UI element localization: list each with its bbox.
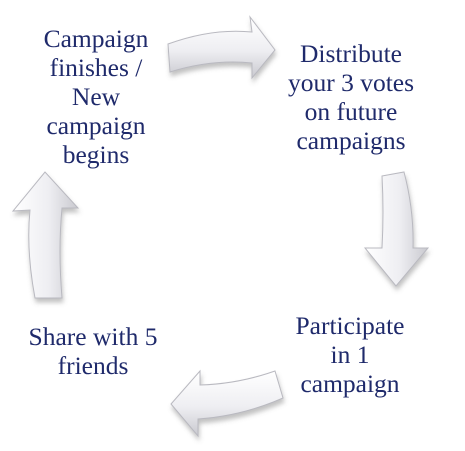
step-distribute-votes: Distribute your 3 votes on future campai… [287, 39, 415, 155]
arrow-up-icon [11, 171, 80, 299]
arrow-down-icon [363, 171, 430, 287]
step-participate: Participate in 1 campaign [295, 311, 405, 398]
arrow-left-icon [170, 369, 284, 438]
arrow-right-icon [167, 15, 276, 80]
step-share: Share with 5 friends [28, 322, 158, 380]
step-campaign-finishes: Campaign finishes / New campaign begins [43, 24, 149, 169]
